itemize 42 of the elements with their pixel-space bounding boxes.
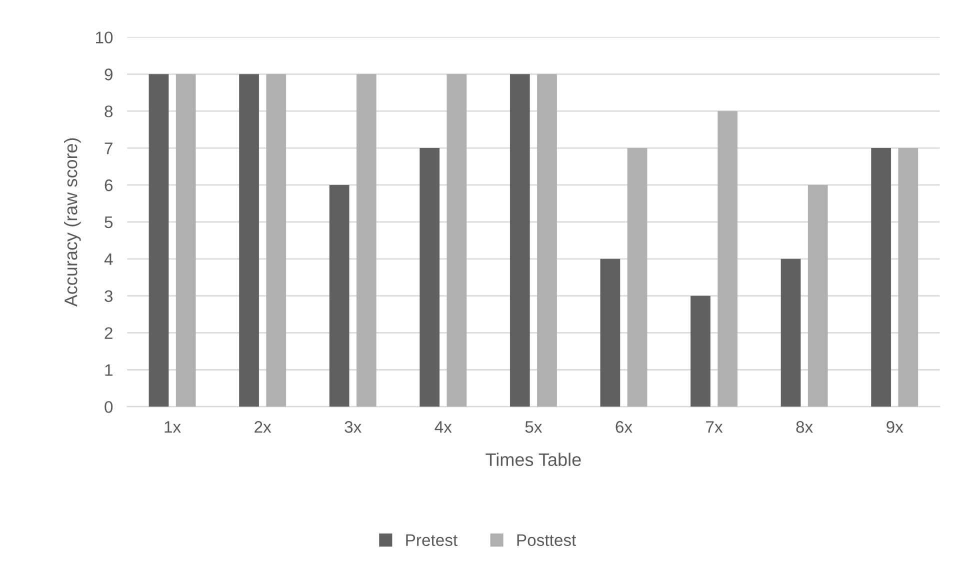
- y-tick-label: 2: [104, 327, 112, 339]
- bar: [356, 74, 376, 407]
- y-tick-label: 8: [104, 105, 113, 118]
- legend-label: Posttest: [517, 534, 576, 546]
- x-tick-label: 2x: [254, 421, 272, 433]
- x-tick-label: 7x: [706, 421, 723, 433]
- bar: [239, 74, 259, 407]
- bar: [537, 74, 557, 407]
- bar: [780, 258, 801, 407]
- y-tick-label: 9: [104, 68, 112, 80]
- bar: [329, 184, 350, 407]
- bar: [718, 111, 738, 407]
- y-tick-label: 0: [104, 401, 113, 413]
- x-tick-label: 8x: [796, 421, 813, 433]
- y-tick-label: 1: [105, 364, 112, 376]
- bar: [148, 74, 169, 407]
- y-tick-label: 10: [96, 32, 113, 44]
- x-tick-label: 1x: [164, 421, 181, 433]
- x-tick-label: 9x: [886, 421, 904, 433]
- bar: [898, 148, 918, 407]
- bar: [627, 148, 648, 407]
- y-tick-label: 6: [104, 179, 113, 192]
- x-tick-label: 3x: [344, 421, 362, 433]
- y-tick-label: 3: [104, 290, 113, 302]
- x-tick-label: 6x: [616, 421, 632, 433]
- bar: [871, 148, 891, 407]
- legend-label: Pretest: [406, 534, 458, 546]
- bar: [808, 184, 828, 407]
- bar: [176, 74, 196, 407]
- bar: [266, 74, 286, 407]
- x-tick-label: 4x: [434, 421, 452, 433]
- bar: [690, 296, 710, 407]
- y-tick-label: 4: [104, 253, 113, 265]
- y-axis-title: Accuracy (raw score): [64, 138, 81, 307]
- x-axis-title: Times Table: [486, 452, 581, 466]
- bar: [600, 258, 620, 407]
- y-tick-label: 5: [104, 216, 113, 228]
- x-tick-label: 5x: [525, 421, 542, 433]
- bar: [510, 74, 530, 407]
- bar: [420, 148, 440, 407]
- bar: [446, 74, 467, 407]
- y-tick-label: 7: [104, 142, 112, 154]
